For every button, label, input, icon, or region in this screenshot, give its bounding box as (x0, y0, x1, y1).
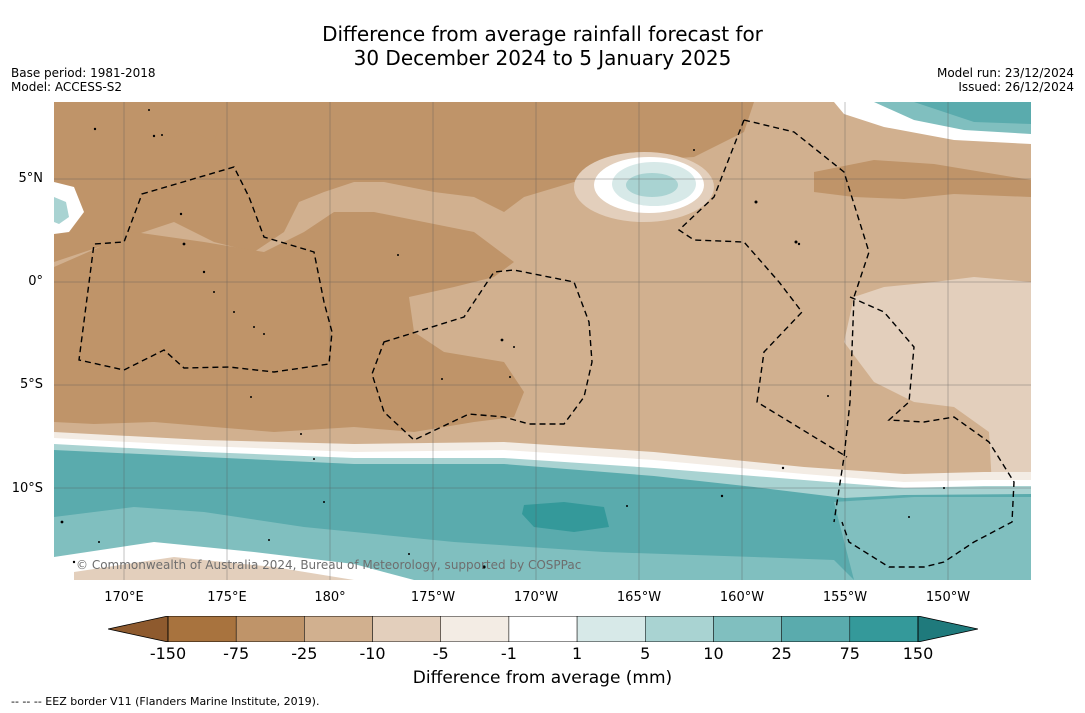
meta-right: Model run: 23/12/2024 Issued: 26/12/2024 (937, 66, 1074, 94)
colorbar-segment (304, 616, 373, 642)
issued-date: Issued: 26/12/2024 (958, 80, 1074, 94)
title-line-2: 30 December 2024 to 5 January 2025 (353, 46, 732, 70)
wet-band-southwest-pale (74, 557, 354, 580)
colorbar-segment (849, 616, 919, 642)
dry-region-west (54, 212, 524, 432)
eez-borders (78, 119, 1015, 568)
colorbar-segment (645, 616, 714, 642)
islands (60, 109, 945, 569)
colorbar-segment (167, 616, 237, 642)
colorbar-tick-label: -1 (500, 644, 517, 663)
colorbar-tick-label: -75 (223, 644, 250, 663)
colorbar-segment (508, 616, 578, 642)
colorbar-title: Difference from average (mm) (412, 668, 673, 688)
colorbar-tick-label: 1 (571, 644, 583, 663)
meta-left: Base period: 1981-2018 Model: ACCESS-S2 (11, 66, 156, 94)
lon-label-165w: 165°W (616, 590, 662, 605)
model-run: Model run: 23/12/2024 (936, 66, 1074, 80)
colorbar-max-arrow (917, 616, 978, 642)
colorbar-tick-label: -25 (291, 644, 318, 663)
colorbar-tick-label: 10 (703, 644, 724, 663)
map-svg (54, 102, 1031, 580)
dry-region-northwest (54, 102, 754, 262)
wet-band-southeast (834, 497, 1031, 580)
colorbar-tick-label: -5 (432, 644, 449, 663)
model-name: Model: ACCESS-S2 (11, 80, 123, 94)
lon-label-150w: 150°W (925, 590, 971, 605)
light-dry-region-east (844, 277, 1031, 580)
rainfall-anomaly-map: © Commonwealth of Australia 2024, Bureau… (54, 102, 1031, 580)
colorbar-legend (108, 616, 978, 642)
colorbar-segments (167, 616, 919, 642)
colorbar-tick-label: 75 (839, 644, 860, 663)
colorbar-segment (440, 616, 510, 642)
gridlines (54, 102, 1031, 580)
lon-label-175w: 175°W (410, 590, 456, 605)
dry-region-northwest-2 (54, 102, 304, 212)
lon-label-170e: 170°E (104, 590, 144, 605)
colorbar-segment (235, 616, 305, 642)
wet-anomaly-west-core (54, 197, 69, 224)
lon-label-170w: 170°W (513, 590, 559, 605)
colorbar-tick-label: -10 (359, 644, 386, 663)
colorbar-segment (576, 616, 646, 642)
lat-label-10s: 10°S (11, 481, 43, 496)
lon-label-175e: 175°E (207, 590, 247, 605)
eez-footnote: -- -- -- EEZ border V11 (Flanders Marine… (11, 695, 320, 708)
lat-label-5n: 5°N (18, 171, 44, 186)
colorbar-segment (781, 616, 851, 642)
lon-label-160w: 160°W (719, 590, 765, 605)
colorbar-segment (713, 616, 782, 642)
wet-patch-strong (522, 502, 609, 532)
wet-anomaly-north-core (626, 173, 678, 197)
wet-anomaly-northeast-core (914, 102, 1031, 124)
lat-label-0: 0° (28, 274, 43, 289)
base-period: Base period: 1981-2018 (11, 66, 156, 80)
colorbar-tick-label: -150 (149, 644, 187, 663)
lon-label-180: 180° (314, 590, 346, 605)
colorbar-outline (167, 616, 919, 642)
chart-title: Difference from average rainfall forecas… (0, 22, 1085, 70)
colorbar-tick-label: 25 (771, 644, 792, 663)
colorbar-segment (372, 616, 441, 642)
colorbar-tick-label: 5 (640, 644, 651, 663)
colorbar-tick-label: 150 (902, 644, 934, 663)
colorbar-min-arrow (108, 616, 169, 642)
lon-label-155w: 155°W (822, 590, 868, 605)
title-line-1: Difference from average rainfall forecas… (322, 22, 763, 46)
dry-region-northeast (814, 160, 1031, 199)
lat-label-5s: 5°S (19, 377, 43, 392)
copyright-notice: © Commonwealth of Australia 2024, Bureau… (76, 558, 582, 572)
